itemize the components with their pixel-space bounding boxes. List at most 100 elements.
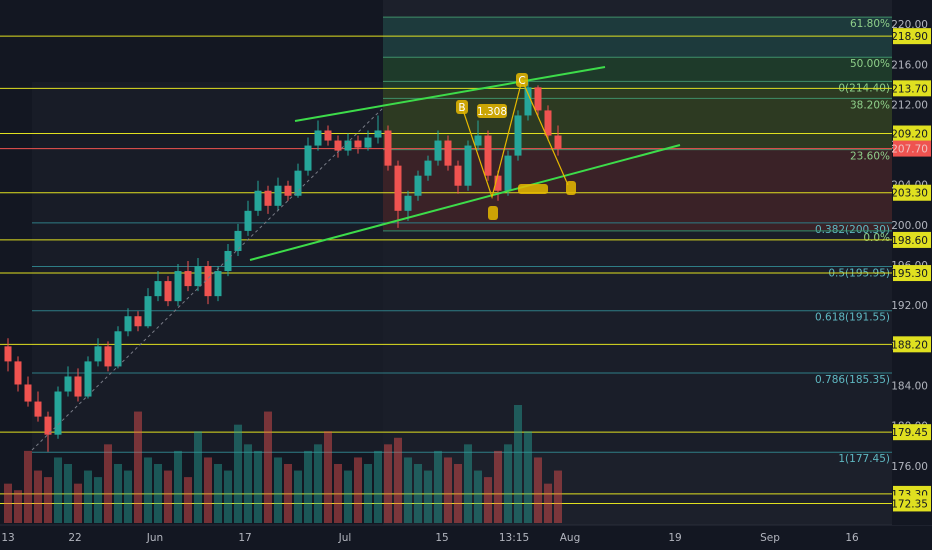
candle-body bbox=[554, 135, 562, 149]
candle-body bbox=[174, 271, 182, 302]
candle-body bbox=[474, 135, 482, 146]
volume-bar bbox=[254, 450, 262, 523]
candle-body bbox=[184, 271, 192, 287]
trendline bbox=[294, 66, 606, 122]
x-tick-label: Aug bbox=[560, 532, 581, 544]
volume-bar bbox=[384, 444, 392, 523]
x-tick-label: 19 bbox=[668, 532, 681, 544]
candle-body bbox=[14, 361, 22, 385]
x-tick-label: Jun bbox=[146, 532, 163, 544]
candle-body bbox=[344, 140, 352, 151]
volume-bar bbox=[414, 464, 422, 523]
level-label: 172.35 bbox=[891, 498, 928, 510]
pattern-point bbox=[518, 184, 548, 194]
level-label: 218.90 bbox=[891, 31, 928, 43]
annotation-box bbox=[516, 73, 528, 87]
candle-body bbox=[64, 376, 72, 392]
fib-label: 23.60% bbox=[850, 151, 890, 163]
fib-label: 50.00% bbox=[850, 58, 890, 70]
level-tag bbox=[893, 495, 931, 512]
volume-bar bbox=[64, 464, 72, 523]
volume-bar bbox=[274, 457, 282, 523]
level-label: 213.70 bbox=[891, 83, 928, 95]
level-label: 209.20 bbox=[891, 129, 928, 141]
candle-body bbox=[394, 165, 402, 211]
volume-bar bbox=[314, 444, 322, 523]
x-tick-label: 13 bbox=[1, 532, 14, 544]
annotation-box bbox=[477, 104, 507, 118]
candle-body bbox=[44, 416, 52, 435]
candle-body bbox=[284, 185, 292, 196]
last-price-tag bbox=[893, 140, 931, 157]
candle-body bbox=[194, 266, 202, 287]
candle-body bbox=[484, 135, 492, 176]
candle-body bbox=[4, 346, 12, 362]
volume-bar bbox=[444, 457, 452, 523]
trendline bbox=[249, 144, 681, 261]
volume-bar bbox=[354, 457, 362, 523]
level-tag bbox=[893, 424, 931, 441]
y-tick-label: 176.00 bbox=[891, 461, 928, 473]
volume-bar bbox=[494, 450, 502, 523]
annotation-box bbox=[456, 100, 468, 114]
x-tick-label: Jul bbox=[338, 532, 352, 544]
candle-body bbox=[224, 250, 232, 272]
level-label: 195.30 bbox=[891, 268, 928, 280]
volume-bar bbox=[144, 457, 152, 523]
level-label: 188.20 bbox=[891, 339, 928, 351]
candle-body bbox=[34, 401, 42, 417]
volume-bar bbox=[124, 470, 132, 523]
volume-bar bbox=[84, 470, 92, 523]
volume-bar bbox=[114, 464, 122, 523]
candle-body bbox=[244, 210, 252, 231]
volume-bar bbox=[244, 444, 252, 523]
candle-body bbox=[434, 140, 442, 161]
candle-body bbox=[334, 140, 342, 151]
volume-bar bbox=[234, 424, 242, 523]
volume-bar bbox=[344, 470, 352, 523]
volume-bar bbox=[324, 431, 332, 523]
volume-bar bbox=[4, 483, 12, 523]
annotation-label: 1.308 bbox=[477, 106, 507, 118]
level-label: 179.45 bbox=[891, 427, 928, 439]
volume-bar bbox=[54, 457, 62, 523]
volume-bar bbox=[44, 477, 52, 523]
fib-label: 1(177.45) bbox=[838, 453, 890, 465]
volume-bar bbox=[544, 483, 552, 523]
volume-bar bbox=[454, 464, 462, 523]
candle-body bbox=[524, 87, 532, 116]
candle-body bbox=[94, 346, 102, 362]
candle-body bbox=[84, 361, 92, 397]
candle-body bbox=[304, 145, 312, 171]
fib-label: 0.786(185.35) bbox=[815, 374, 890, 386]
y-tick-label: 192.00 bbox=[891, 300, 928, 312]
candle-body bbox=[274, 185, 282, 206]
annotation-label: B bbox=[458, 102, 465, 114]
volume-bar bbox=[424, 470, 432, 523]
candle-body bbox=[414, 175, 422, 196]
candle-body bbox=[404, 195, 412, 211]
candle-body bbox=[504, 155, 512, 191]
fib-band bbox=[383, 17, 893, 57]
fib-label: 0.618(191.55) bbox=[815, 312, 890, 324]
last-price-label: 207.70 bbox=[891, 144, 928, 156]
level-tag bbox=[893, 125, 931, 142]
candle-body bbox=[324, 130, 332, 141]
annotation-label: C bbox=[518, 75, 525, 87]
volume-bar bbox=[294, 470, 302, 523]
candle-body bbox=[54, 391, 62, 435]
candle-body bbox=[154, 281, 162, 297]
volume-bar bbox=[474, 470, 482, 523]
fib-label: 61.80% bbox=[850, 18, 890, 30]
x-tick-label: 13:15 bbox=[499, 532, 529, 544]
volume-bar bbox=[134, 411, 142, 523]
candle-body bbox=[114, 331, 122, 367]
level-tag bbox=[893, 231, 931, 248]
candle-body bbox=[544, 110, 552, 136]
candle-body bbox=[354, 140, 362, 148]
volume-bar bbox=[154, 464, 162, 523]
fib-label: 0.382(200.30) bbox=[815, 224, 890, 236]
volume-bar bbox=[334, 464, 342, 523]
pattern-line bbox=[461, 78, 569, 200]
level-tag bbox=[893, 80, 931, 97]
